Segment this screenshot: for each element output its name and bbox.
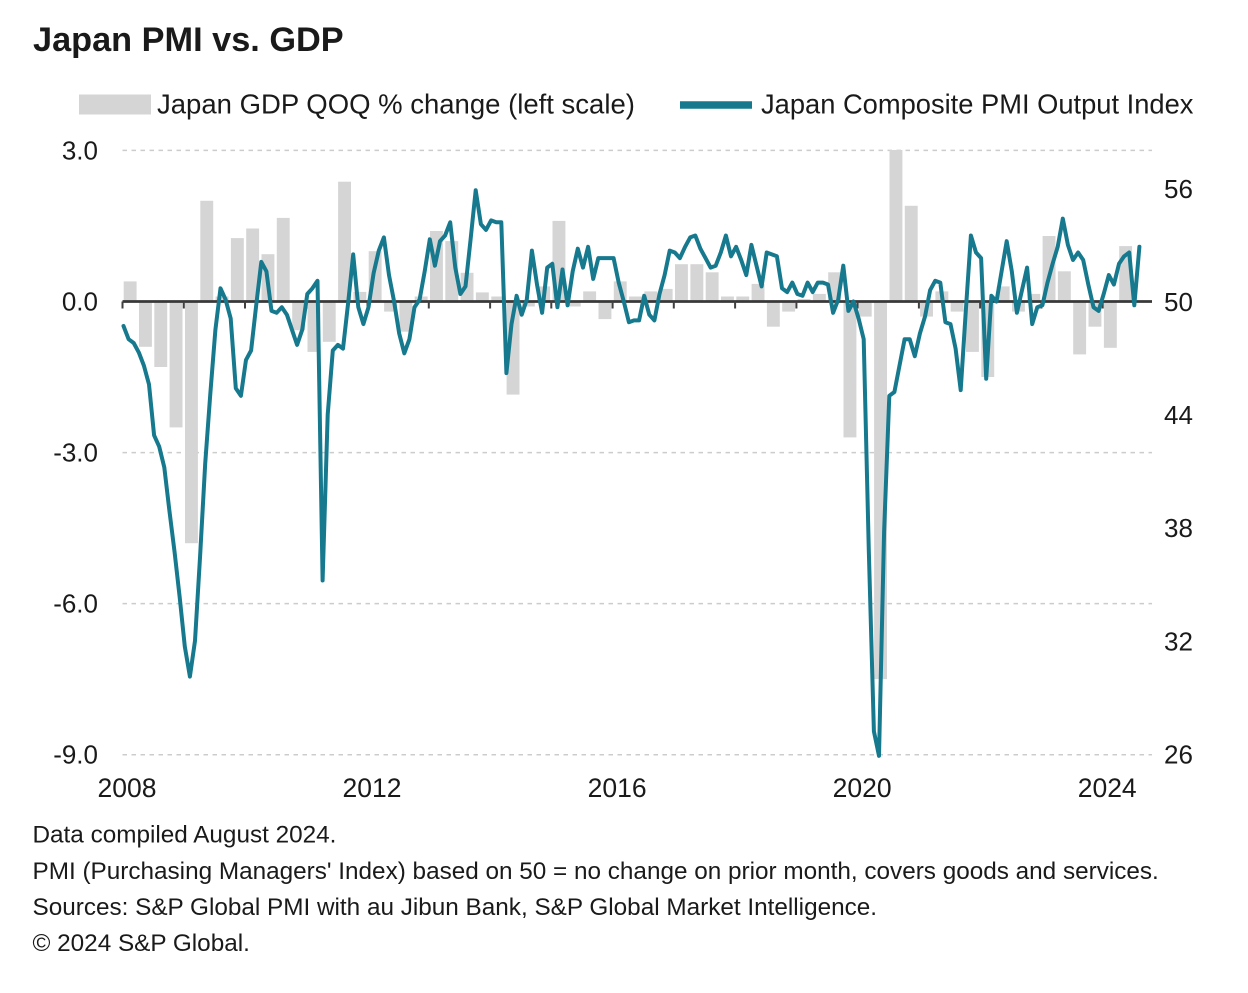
svg-text:Sources: S&P Global PMI with a: Sources: S&P Global PMI with au Jibun Ba… bbox=[33, 894, 878, 921]
svg-text:38: 38 bbox=[1164, 513, 1193, 543]
svg-text:26: 26 bbox=[1164, 739, 1193, 769]
svg-text:2016: 2016 bbox=[588, 773, 647, 803]
svg-text:2020: 2020 bbox=[833, 773, 892, 803]
svg-text:-3.0: -3.0 bbox=[53, 438, 98, 468]
svg-text:-9.0: -9.0 bbox=[53, 740, 98, 770]
svg-text:Data compiled August 2024.: Data compiled August 2024. bbox=[33, 822, 337, 849]
svg-text:2008: 2008 bbox=[98, 773, 157, 803]
svg-text:2012: 2012 bbox=[343, 773, 402, 803]
svg-text:44: 44 bbox=[1164, 400, 1193, 430]
svg-text:© 2024 S&P Global.: © 2024 S&P Global. bbox=[33, 930, 250, 957]
svg-text:56: 56 bbox=[1164, 174, 1193, 204]
svg-text:-6.0: -6.0 bbox=[53, 589, 98, 619]
svg-text:50: 50 bbox=[1164, 287, 1193, 317]
svg-text:Japan Composite PMI Output Ind: Japan Composite PMI Output Index bbox=[761, 89, 1194, 120]
svg-text:3.0: 3.0 bbox=[62, 135, 98, 165]
svg-text:2024: 2024 bbox=[1078, 773, 1137, 803]
svg-text:32: 32 bbox=[1164, 626, 1193, 656]
svg-text:Japan PMI vs. GDP: Japan PMI vs. GDP bbox=[33, 21, 344, 59]
svg-text:PMI (Purchasing Managers' Inde: PMI (Purchasing Managers' Index) based o… bbox=[33, 858, 1159, 885]
svg-text:Japan GDP QOQ % change (left s: Japan GDP QOQ % change (left scale) bbox=[157, 89, 635, 120]
svg-text:0.0: 0.0 bbox=[62, 287, 98, 317]
